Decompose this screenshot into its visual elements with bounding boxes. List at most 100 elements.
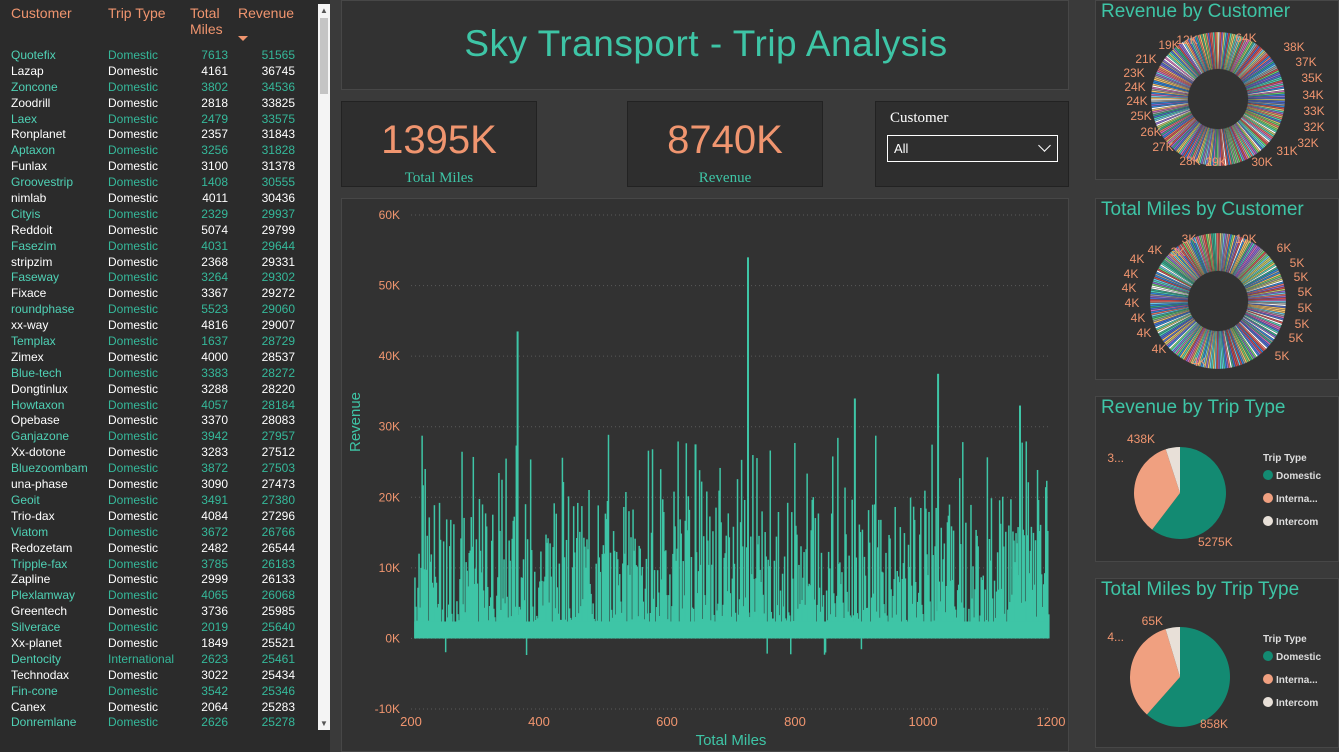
- chevron-down-icon[interactable]: [1038, 139, 1051, 152]
- scroll-down-icon[interactable]: ▼: [320, 719, 328, 728]
- bar: [807, 586, 809, 639]
- table-row[interactable]: Greentech Domestic 3736 25985: [0, 604, 318, 620]
- table-row[interactable]: una-phase Domestic 3090 27473: [0, 477, 318, 493]
- bar: [818, 587, 821, 639]
- table-row[interactable]: Fasezim Domestic 4031 29644: [0, 239, 318, 255]
- table-header: Customer Trip Type Total Miles Revenue: [0, 0, 318, 48]
- bar-peak: [694, 444, 697, 639]
- table-row[interactable]: Canex Domestic 2064 25283: [0, 700, 318, 716]
- cell-trip-type: Domestic: [108, 302, 159, 317]
- bar: [706, 491, 708, 639]
- table-row[interactable]: Howtaxon Domestic 4057 28184: [0, 398, 318, 414]
- miles-by-trip-type-panel[interactable]: Total Miles by Trip Type 858K 4... 65K Trip…: [1095, 578, 1339, 748]
- bar: [999, 523, 1002, 639]
- table-row[interactable]: Funlax Domestic 3100 31378: [0, 159, 318, 175]
- table-row[interactable]: roundphase Domestic 5523 29060: [0, 302, 318, 318]
- table-row[interactable]: stripzim Domestic 2368 29331: [0, 255, 318, 271]
- pie-label: 438K: [1127, 432, 1155, 446]
- scroll-thumb[interactable]: [320, 18, 328, 94]
- table-row[interactable]: Opebase Domestic 3370 28083: [0, 413, 318, 429]
- header-customer[interactable]: Customer: [11, 5, 72, 21]
- table-row[interactable]: Dentocity International 2623 25461: [0, 652, 318, 668]
- table-row[interactable]: Donremlane Domestic 2626 25278: [0, 715, 318, 731]
- table-row[interactable]: Redozetam Domestic 2482 26544: [0, 541, 318, 557]
- table-row[interactable]: Silverace Domestic 2019 25640: [0, 620, 318, 636]
- header-trip-type[interactable]: Trip Type: [108, 5, 166, 21]
- table-row[interactable]: Trio-dax Domestic 4084 27296: [0, 509, 318, 525]
- table-row[interactable]: Faseway Domestic 3264 29302: [0, 270, 318, 286]
- cell-customer: Laex: [11, 111, 38, 126]
- bar: [929, 601, 931, 639]
- cell-trip-type: Domestic: [108, 445, 159, 460]
- bar: [986, 457, 989, 639]
- table-row[interactable]: Viatom Domestic 3672 26766: [0, 525, 318, 541]
- table-row[interactable]: Tripple-fax Domestic 3785 26183: [0, 557, 318, 573]
- table-row[interactable]: Zapline Domestic 2999 26133: [0, 572, 318, 588]
- table-row[interactable]: Aptaxon Domestic 3256 31828: [0, 143, 318, 159]
- table-row[interactable]: Templax Domestic 1637 28729: [0, 334, 318, 350]
- bar: [823, 638, 826, 655]
- cell-trip-type: Domestic: [108, 349, 159, 364]
- bar: [623, 506, 625, 639]
- cell-total-miles: 2329: [201, 206, 228, 221]
- bar: [506, 596, 508, 639]
- bar: [686, 530, 689, 639]
- table-row[interactable]: Quotefix Domestic 7613 51565: [0, 48, 318, 64]
- table-row[interactable]: Plexlamway Domestic 4065 26068: [0, 588, 318, 604]
- table-row[interactable]: Reddoit Domestic 5074 29799: [0, 223, 318, 239]
- revenue-by-miles-chart[interactable]: 60K 50K 40K 30K 20K 10K 0K -10K 200 400 600 800 1000…: [341, 198, 1069, 752]
- table-row[interactable]: Groovestrip Domestic 1408 30555: [0, 175, 318, 191]
- table-row[interactable]: Lazap Domestic 4161 36745: [0, 64, 318, 80]
- miles-by-customer-panel[interactable]: Total Miles by Customer 3K 10K 6K 5K 5K 5K 5K 5…: [1095, 198, 1339, 380]
- cell-total-miles: 2064: [201, 699, 228, 714]
- bar: [473, 584, 476, 639]
- table-row[interactable]: Geoit Domestic 3491 27380: [0, 493, 318, 509]
- table-row[interactable]: Blue-tech Domestic 3383 28272: [0, 366, 318, 382]
- bars-group: [414, 257, 1050, 656]
- table-row[interactable]: Xx-dotone Domestic 3283 27512: [0, 445, 318, 461]
- bar: [523, 600, 526, 639]
- cell-trip-type: Domestic: [108, 206, 159, 221]
- bar: [425, 569, 427, 639]
- cell-total-miles: 4084: [201, 508, 228, 523]
- table-row[interactable]: Ronplanet Domestic 2357 31843: [0, 127, 318, 143]
- table-row[interactable]: Fixace Domestic 3367 29272: [0, 286, 318, 302]
- table-row[interactable]: xx-way Domestic 4816 29007: [0, 318, 318, 334]
- cell-revenue: 27957: [261, 429, 295, 444]
- header-total-miles[interactable]: Total Miles: [190, 5, 223, 37]
- table-row[interactable]: Ganjazone Domestic 3942 27957: [0, 429, 318, 445]
- cell-trip-type: Domestic: [108, 63, 159, 78]
- table-row[interactable]: Zimex Domestic 4000 28537: [0, 350, 318, 366]
- revenue-by-trip-type-panel[interactable]: Revenue by Trip Type 5275K 3... 438K Trip T…: [1095, 396, 1339, 562]
- cell-trip-type: Domestic: [108, 365, 159, 380]
- table-row[interactable]: Dongtinlux Domestic 3288 28220: [0, 382, 318, 398]
- bar: [677, 441, 679, 639]
- table-row[interactable]: Bluezoombam Domestic 3872 27503: [0, 461, 318, 477]
- cell-trip-type: Domestic: [108, 143, 159, 158]
- cell-trip-type: Domestic: [108, 286, 159, 301]
- cell-customer: Trio-dax: [11, 508, 55, 523]
- scroll-up-icon[interactable]: ▲: [320, 6, 328, 15]
- revenue-by-customer-panel[interactable]: Revenue by Customer 12K 64K 38K 37K 35K 34K 33…: [1095, 0, 1339, 180]
- table-row[interactable]: Laex Domestic 2479 33575: [0, 112, 318, 128]
- cell-total-miles: 2626: [201, 715, 228, 730]
- customer-table[interactable]: Customer Trip Type Total Miles Revenue Q…: [0, 0, 330, 752]
- table-row[interactable]: Cityis Domestic 2329 29937: [0, 207, 318, 223]
- table-row[interactable]: Fin-cone Domestic 3542 25346: [0, 684, 318, 700]
- bar: [980, 577, 982, 639]
- cell-total-miles: 4816: [201, 318, 228, 333]
- table-row[interactable]: Zoncone Domestic 3802 34536: [0, 80, 318, 96]
- table-scrollbar[interactable]: ▲ ▼: [318, 4, 330, 730]
- header-revenue[interactable]: Revenue: [238, 5, 295, 21]
- donut-label: 64K: [1235, 31, 1256, 45]
- sort-desc-icon[interactable]: [238, 36, 248, 41]
- bar: [503, 559, 505, 639]
- customer-dropdown[interactable]: All: [887, 135, 1058, 162]
- table-row[interactable]: Xx-planet Domestic 1849 25521: [0, 636, 318, 652]
- table-row[interactable]: nimlab Domestic 4011 30436: [0, 191, 318, 207]
- bar: [744, 597, 747, 639]
- table-row[interactable]: Technodax Domestic 3022 25434: [0, 668, 318, 684]
- cell-revenue: 33825: [261, 95, 295, 110]
- bar: [817, 513, 820, 639]
- table-row[interactable]: Zoodrill Domestic 2818 33825: [0, 96, 318, 112]
